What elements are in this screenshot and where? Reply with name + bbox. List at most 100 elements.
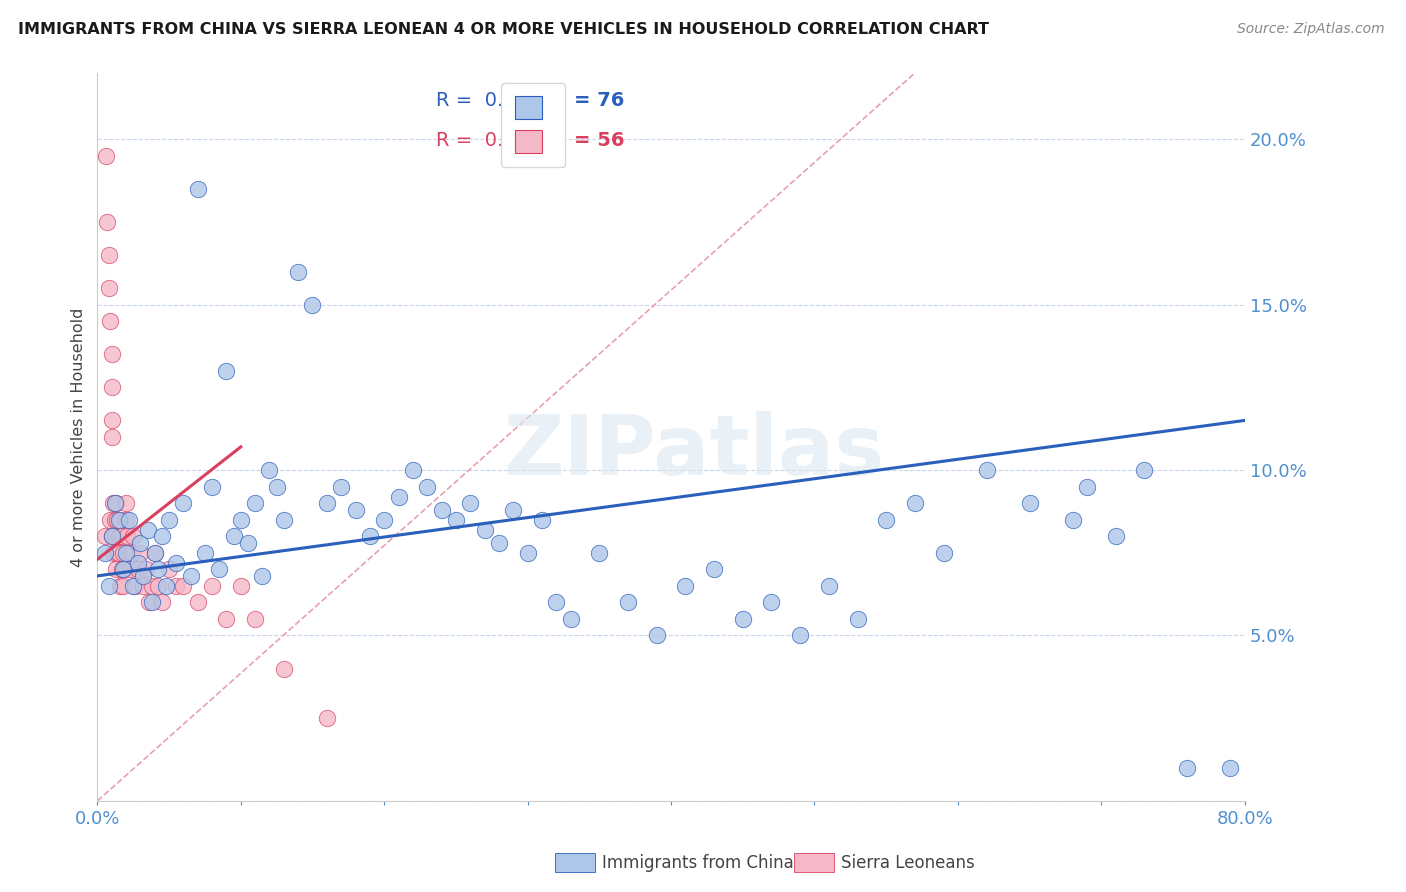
- Point: [114, 562, 136, 576]
- Point: [141, 595, 163, 609]
- Point: [118, 546, 141, 560]
- Point: [118, 513, 141, 527]
- Point: [588, 546, 610, 560]
- Text: Source: ZipAtlas.com: Source: ZipAtlas.com: [1237, 22, 1385, 37]
- Point: [259, 463, 281, 477]
- Point: [103, 496, 125, 510]
- Point: [789, 628, 811, 642]
- Point: [132, 569, 155, 583]
- Point: [112, 579, 135, 593]
- Point: [150, 595, 173, 609]
- Point: [1105, 529, 1128, 543]
- Point: [645, 628, 668, 642]
- Point: [110, 579, 132, 593]
- Point: [157, 562, 180, 576]
- Point: [976, 463, 998, 477]
- Point: [236, 536, 259, 550]
- Point: [143, 546, 166, 560]
- Point: [273, 513, 295, 527]
- Point: [875, 513, 897, 527]
- Point: [932, 546, 955, 560]
- Point: [617, 595, 640, 609]
- Text: N = 56: N = 56: [551, 131, 624, 150]
- Point: [129, 536, 152, 550]
- Point: [100, 380, 122, 394]
- Point: [124, 579, 146, 593]
- Point: [208, 562, 231, 576]
- Point: [105, 562, 128, 576]
- Point: [846, 612, 869, 626]
- Point: [502, 502, 524, 516]
- Point: [132, 579, 155, 593]
- Legend: , : ,: [502, 83, 565, 167]
- Point: [273, 662, 295, 676]
- Point: [115, 496, 138, 510]
- Point: [111, 529, 134, 543]
- Point: [344, 502, 367, 516]
- Point: [416, 479, 439, 493]
- Point: [115, 513, 138, 527]
- Point: [194, 546, 217, 560]
- Point: [530, 513, 553, 527]
- Point: [430, 502, 453, 516]
- Point: [1018, 496, 1040, 510]
- Point: [129, 546, 152, 560]
- Point: [98, 314, 121, 328]
- Text: IMMIGRANTS FROM CHINA VS SIERRA LEONEAN 4 OR MORE VEHICLES IN HOUSEHOLD CORRELAT: IMMIGRANTS FROM CHINA VS SIERRA LEONEAN …: [18, 22, 990, 37]
- Point: [97, 579, 120, 593]
- Text: Immigrants from China: Immigrants from China: [602, 854, 793, 871]
- Point: [108, 546, 131, 560]
- Point: [107, 513, 129, 527]
- Point: [115, 546, 138, 560]
- Point: [150, 529, 173, 543]
- Point: [172, 579, 194, 593]
- Point: [108, 529, 131, 543]
- Point: [122, 529, 145, 543]
- Point: [1062, 513, 1084, 527]
- Point: [155, 579, 177, 593]
- Point: [101, 496, 124, 510]
- Point: [474, 523, 496, 537]
- Point: [180, 569, 202, 583]
- Point: [387, 490, 409, 504]
- Point: [215, 612, 238, 626]
- Point: [97, 281, 120, 295]
- Point: [488, 536, 510, 550]
- Point: [100, 529, 122, 543]
- Point: [93, 529, 115, 543]
- Point: [904, 496, 927, 510]
- Point: [560, 612, 582, 626]
- Point: [546, 595, 568, 609]
- Point: [243, 496, 266, 510]
- Point: [1219, 761, 1241, 775]
- Point: [359, 529, 381, 543]
- Point: [117, 529, 139, 543]
- Point: [229, 513, 252, 527]
- Point: [103, 513, 125, 527]
- Point: [97, 248, 120, 262]
- Point: [100, 430, 122, 444]
- Point: [817, 579, 839, 593]
- Point: [143, 546, 166, 560]
- Point: [444, 513, 467, 527]
- Point: [516, 546, 538, 560]
- Y-axis label: 4 or more Vehicles in Household: 4 or more Vehicles in Household: [72, 307, 86, 566]
- Point: [703, 562, 725, 576]
- Point: [122, 579, 145, 593]
- Point: [373, 513, 395, 527]
- Point: [301, 297, 323, 311]
- Point: [187, 595, 209, 609]
- Point: [120, 562, 142, 576]
- Point: [100, 347, 122, 361]
- Text: ZIPatlas: ZIPatlas: [503, 411, 884, 492]
- Point: [103, 529, 125, 543]
- Point: [315, 496, 337, 510]
- Point: [112, 546, 135, 560]
- Point: [673, 579, 696, 593]
- Point: [165, 579, 187, 593]
- Point: [141, 579, 163, 593]
- Point: [266, 479, 288, 493]
- Point: [1076, 479, 1098, 493]
- Point: [136, 523, 159, 537]
- Point: [94, 149, 117, 163]
